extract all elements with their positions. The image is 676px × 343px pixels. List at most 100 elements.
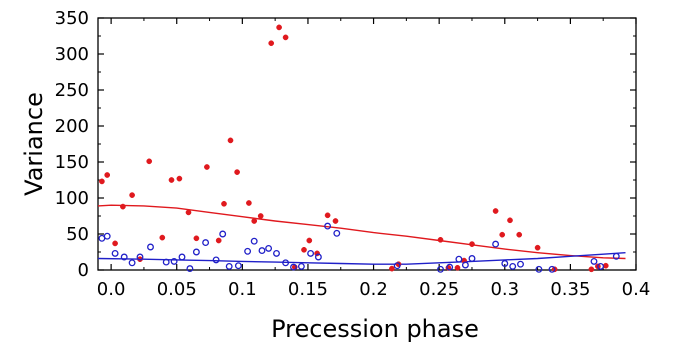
y-tick-label: 250 (55, 80, 89, 101)
points (98, 24, 620, 273)
open-point (590, 257, 598, 265)
open-point (282, 259, 290, 267)
open-point (225, 262, 233, 270)
x-tick-label: 0.35 (550, 279, 590, 300)
filled-point (534, 244, 541, 251)
filled-point (437, 236, 444, 243)
open-point (535, 265, 543, 273)
filled-point (516, 231, 523, 238)
open-point (244, 247, 252, 255)
open-point (265, 244, 273, 252)
open-point (333, 229, 341, 237)
filled-point (176, 175, 183, 182)
filled-point (204, 164, 210, 170)
filled-point (120, 203, 126, 210)
open-point (492, 240, 500, 248)
open-point (314, 253, 322, 261)
y-tick-label: 200 (55, 116, 89, 137)
filled-point (282, 34, 289, 41)
filled-point (306, 237, 313, 244)
open-point (186, 265, 194, 273)
open-point (455, 255, 463, 263)
filled-point (276, 24, 282, 31)
open-point (307, 249, 315, 257)
open-point (509, 262, 517, 270)
open-point (548, 265, 556, 273)
open-point (290, 263, 297, 271)
filled-point (99, 178, 105, 185)
filled-point (215, 237, 222, 244)
filled-point (507, 217, 513, 224)
x-tick-label: 0.0 (97, 279, 126, 300)
open-point (162, 258, 170, 266)
filled-point (499, 231, 506, 238)
open-point (517, 260, 524, 268)
open-point (612, 252, 620, 260)
filled-point (185, 209, 192, 216)
x-tick-label: 0.1 (228, 279, 257, 300)
open-point (273, 249, 280, 257)
filled-point (389, 265, 395, 272)
open-point (468, 255, 476, 262)
open-point (212, 256, 220, 264)
filled-point (332, 218, 339, 224)
open-point (324, 222, 332, 230)
open-point (393, 262, 401, 270)
filled-point (193, 235, 200, 242)
open-point (103, 232, 111, 240)
x-tick-label: 0.3 (490, 279, 519, 300)
open-point (202, 239, 210, 247)
open-point (136, 253, 144, 261)
open-point (147, 243, 154, 251)
y-tick-label: 150 (55, 152, 89, 173)
open-point (178, 253, 186, 261)
filled-point (146, 158, 153, 165)
filled-point (112, 240, 118, 247)
open-point (170, 257, 178, 265)
y-axis-title: Variance (20, 92, 48, 196)
open-point (461, 261, 469, 269)
filled-point (301, 246, 307, 253)
filled-point (168, 177, 175, 183)
open-point (250, 237, 258, 245)
filled-point (492, 208, 499, 214)
y-tick-label: 350 (55, 8, 89, 29)
x-tick-label: 0.25 (419, 279, 459, 300)
y-tick-label: 50 (66, 224, 89, 245)
y-tick-label: 0 (78, 260, 89, 281)
open-point (219, 230, 227, 238)
y-tick-label: 300 (55, 44, 89, 65)
filled-point (602, 262, 609, 269)
filled-point (227, 137, 234, 144)
filled-point (454, 264, 461, 271)
fit-curve-3 (97, 252, 626, 265)
filled-point (469, 241, 475, 247)
open-point (501, 260, 509, 267)
fit-curve-2 (97, 204, 626, 260)
filled-point (104, 172, 111, 178)
filled-point (234, 169, 240, 175)
filled-point (324, 212, 331, 219)
open-point (446, 263, 454, 271)
open-point (597, 262, 605, 270)
y-tick-label: 100 (55, 188, 89, 209)
x-tick-label: 0.05 (157, 279, 197, 300)
x-axis-title: Precession phase (271, 315, 479, 343)
filled-point (159, 234, 166, 241)
open-point (192, 248, 200, 256)
open-point (437, 265, 444, 273)
filled-point (221, 200, 227, 207)
y-axis: 0 50 100 150 200 250 300 350 (55, 8, 636, 281)
open-point (111, 249, 119, 257)
filled-point (129, 192, 135, 198)
filled-point (257, 213, 264, 219)
open-point (297, 262, 305, 270)
open-point (234, 262, 242, 270)
x-axis: 0.0 0.05 0.1 0.15 0.2 0.25 0.3 0.35 0.4 (97, 18, 650, 300)
curves (97, 204, 626, 265)
open-point (120, 253, 128, 261)
filled-point (588, 266, 595, 273)
x-tick-label: 0.15 (288, 279, 328, 300)
x-tick-label: 0.2 (359, 279, 388, 300)
